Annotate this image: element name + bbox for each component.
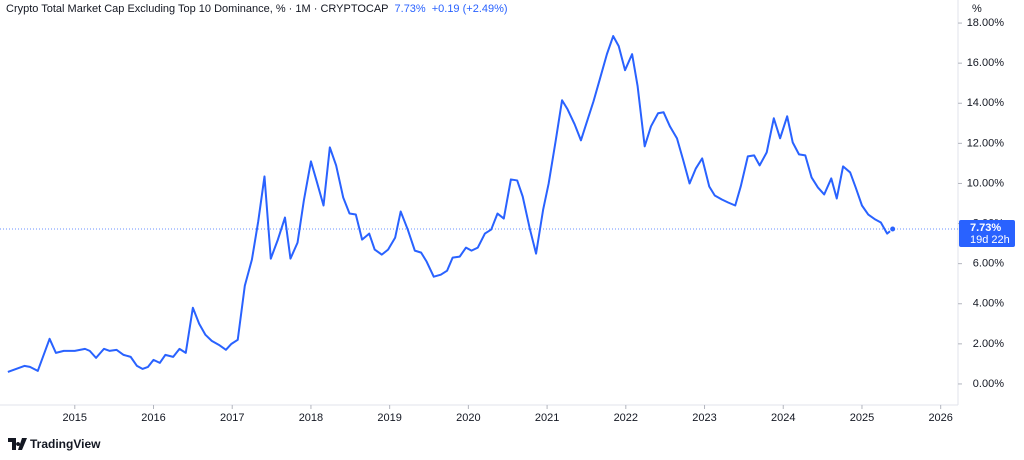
header-price: 7.73% — [395, 3, 426, 15]
x-tick-label: 2021 — [535, 412, 559, 424]
y-tick-label: 4.00% — [973, 298, 1004, 310]
header-title: Crypto Total Market Cap Excluding Top 10… — [6, 3, 389, 15]
y-tick-label: 0.00% — [973, 378, 1004, 390]
x-tick-label: 2025 — [850, 412, 874, 424]
plot-area — [0, 35, 958, 373]
x-tick-label: 2024 — [771, 412, 795, 424]
x-tick-label: 2026 — [928, 412, 952, 424]
logo-icon — [8, 438, 27, 450]
x-tick-label: 2022 — [614, 412, 638, 424]
y-tick-label: 12.00% — [967, 137, 1005, 149]
logo-text: TradingView — [30, 437, 101, 451]
x-tick-label: 2018 — [299, 412, 323, 424]
x-tick-label: 2016 — [141, 412, 165, 424]
logo: TradingView — [8, 437, 101, 451]
last-point — [889, 225, 897, 233]
y-tick-label: 18.00% — [967, 17, 1005, 29]
axes: 0.00%2.00%4.00%6.00%8.00%10.00%12.00%14.… — [63, 17, 1015, 424]
axis-unit: % — [972, 3, 982, 15]
x-tick-label: 2019 — [377, 412, 401, 424]
price-line — [7, 35, 894, 373]
y-tick-label: 16.00% — [967, 57, 1005, 69]
header-change: +0.19 (+2.49%) — [432, 3, 508, 15]
x-tick-label: 2015 — [63, 412, 87, 424]
unit-bg — [960, 0, 1024, 18]
y-tick-label: 2.00% — [973, 338, 1004, 350]
y-tick-label: 14.00% — [967, 97, 1005, 109]
y-tick-label: 10.00% — [967, 177, 1005, 189]
countdown-label: 19d 22h — [970, 234, 1010, 246]
x-tick-label: 2020 — [456, 412, 480, 424]
x-tick-label: 2023 — [692, 412, 716, 424]
x-tick-label: 2017 — [220, 412, 244, 424]
y-tick-label: 6.00% — [973, 258, 1004, 270]
header: Crypto Total Market Cap Excluding Top 10… — [6, 3, 508, 15]
price-label-box — [959, 219, 1015, 247]
price-label: 7.73% — [970, 222, 1001, 234]
